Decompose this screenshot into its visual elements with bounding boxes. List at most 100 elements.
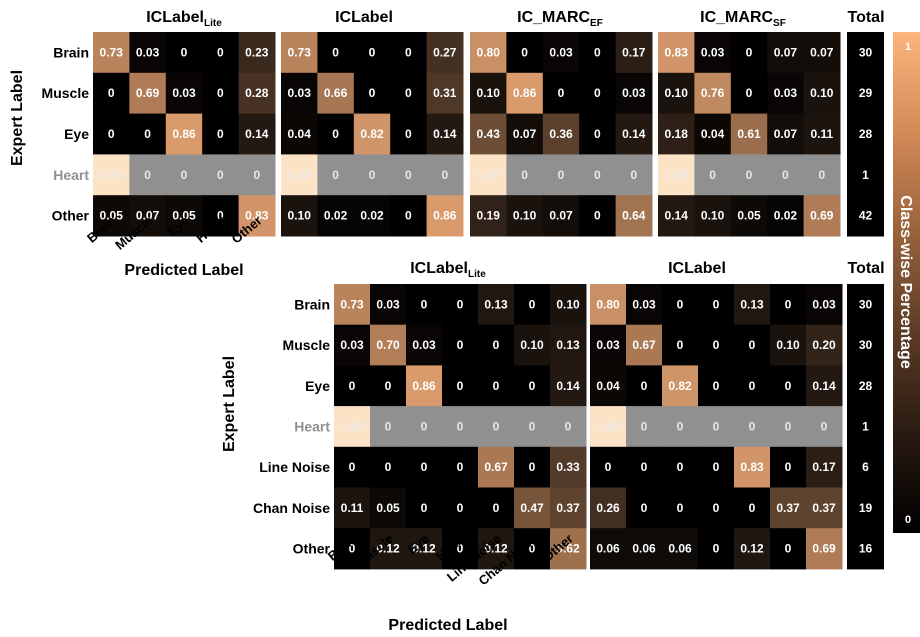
top-total-value: 30 [859,45,873,59]
cell-value-label: 0.02 [774,209,798,223]
heatmap-cell [767,195,805,237]
heatmap-cell [334,528,371,570]
heatmap-cell [165,195,203,237]
heatmap-cell [550,446,587,488]
heatmap-cell [442,365,479,407]
heatmap-cell [590,365,627,407]
heatmap-cell [694,113,732,155]
cell-value-label: 0.13 [484,297,508,311]
heatmap-cell [542,154,580,196]
heatmap-cell [662,487,699,529]
heatmap-cell [698,446,735,488]
cell-value-label: 0.05 [737,209,761,223]
cell-value-label: 0.03 [632,297,656,311]
cell-value-label: 0 [713,460,720,474]
heatmap-cell [579,195,617,237]
heatmap-cell [626,406,663,448]
heatmap-cell [426,154,464,196]
cell-value-label: 0 [785,297,792,311]
heatmap-cell [406,487,443,529]
heatmap-cell [767,72,805,115]
bottom-total-cell [847,284,884,326]
cell-value-label: 0 [713,542,720,556]
heatmap-title: ICLabelLite [410,260,486,280]
heatmap-cell [694,32,732,74]
cell-value-label: 0.66 [324,86,348,100]
heatmap-cell [353,195,391,237]
cell-value-label: 0 [349,379,356,393]
cell-value-label: 0.14 [433,127,457,141]
cell-value-label: 0 [818,168,825,182]
row-label: Muscle [42,85,90,101]
cell-value-label: 0.14 [245,127,269,141]
heatmap-cell [550,365,587,407]
cell-value-label: 0.13 [556,338,580,352]
heatmap-cell [129,72,167,115]
heatmap-cell [478,406,515,448]
heatmap-cell [390,113,428,155]
top-y-axis-title: Expert Label [9,70,26,166]
heatmap-cell [514,446,551,488]
cell-value-label: 1.00 [340,419,364,433]
cell-value-label: 0.43 [477,127,501,141]
cell-value-label: 0.82 [360,127,384,141]
cell-value-label: 0.10 [810,86,834,100]
heatmap-cell [281,72,318,115]
cell-value-label: 0.03 [412,338,436,352]
heatmap-cell [698,487,735,529]
heatmap-cell [238,154,276,196]
cell-value-label: 0 [369,45,376,59]
heatmap-cell [238,195,276,237]
cell-value-label: 0 [746,45,753,59]
heatmap-cell [615,113,653,155]
cell-value-label: 0 [457,501,464,515]
top-total-cell [847,72,884,115]
heatmap-cell [334,324,371,366]
bottom-y-axis-title: Expert Label [221,356,238,452]
heatmap-cell [442,528,479,570]
cell-value-label: 0.07 [810,45,834,59]
cell-value-label: 0.10 [520,338,544,352]
heatmap-cell [470,32,507,74]
heatmap-cell [93,72,130,115]
cell-value-label: 0 [493,338,500,352]
cell-value-label: 0 [558,86,565,100]
cell-value-label: 0 [521,168,528,182]
cell-value-label: 0.23 [245,45,269,59]
heatmap-cell [803,32,841,74]
cell-value-label: 0 [677,501,684,515]
heatmap-cell [478,324,515,366]
heatmap-cell [334,406,371,448]
cell-value-label: 1.00 [288,168,312,182]
heatmap-cell [317,154,355,196]
heatmap-cell [406,324,443,366]
cell-value-label: 0 [457,338,464,352]
heatmap-cell [662,324,699,366]
heatmap-cell [770,528,807,570]
cell-value-label: 0 [749,338,756,352]
heatmap-cell [478,528,515,570]
cell-value-label: 0.10 [556,297,580,311]
heatmap-cell [767,32,805,74]
cell-value-label: 0 [630,168,637,182]
cell-value-label: 0.12 [740,542,764,556]
cell-value-label: 0.11 [810,127,833,141]
cell-value-label: 0 [821,419,828,433]
heatmap-cell [579,113,617,155]
cell-value-label: 0 [108,127,115,141]
cell-value-label: 0.10 [776,338,800,352]
cell-value-label: 0.17 [812,460,836,474]
cell-value-label: 0.03 [136,45,160,59]
cell-value-label: 0 [385,419,392,433]
cell-value-label: 0 [181,168,188,182]
heatmap-cell [698,528,735,570]
cell-value-label: 0 [746,168,753,182]
heatmap-4: IC_MARCSF 0.83 0.03 0 0.07 0.07 0.10 0.76 0 0.03 0… [658,9,841,237]
cell-value-label: 0.05 [172,209,196,223]
cell-value-label: 0 [677,338,684,352]
cell-value-label: 0.03 [774,86,798,100]
cell-value-label: 0.69 [812,542,836,556]
heatmap-cell [698,284,735,326]
heatmap-cell [370,365,407,407]
cell-value-label: 0 [457,460,464,474]
